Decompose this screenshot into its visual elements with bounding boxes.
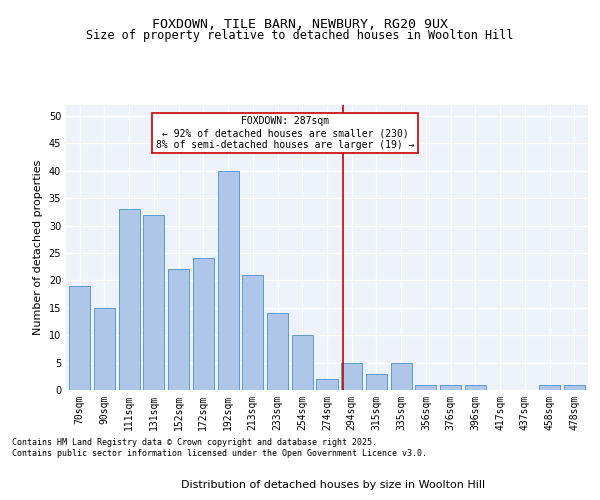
Bar [218,171,239,390]
Bar [168,270,189,390]
Bar [119,209,140,390]
Bar [193,258,214,390]
Bar [564,384,585,390]
Text: Size of property relative to detached houses in Woolton Hill: Size of property relative to detached ho… [86,29,514,42]
Bar [292,335,313,390]
Bar [316,379,338,390]
Bar [242,275,263,390]
Text: Contains HM Land Registry data © Crown copyright and database right 2025.
Contai: Contains HM Land Registry data © Crown c… [12,438,427,458]
Bar [267,314,288,390]
Bar [94,308,115,390]
Text: FOXDOWN: 287sqm
← 92% of detached houses are smaller (230)
8% of semi-detached h: FOXDOWN: 287sqm ← 92% of detached houses… [156,116,415,150]
Bar [143,214,164,390]
Bar [366,374,387,390]
Bar [341,362,362,390]
Bar [539,384,560,390]
Bar [415,384,436,390]
Bar [391,362,412,390]
Y-axis label: Number of detached properties: Number of detached properties [33,160,43,335]
Bar [440,384,461,390]
Bar [69,286,90,390]
Text: FOXDOWN, TILE BARN, NEWBURY, RG20 9UX: FOXDOWN, TILE BARN, NEWBURY, RG20 9UX [152,18,448,30]
Text: Distribution of detached houses by size in Woolton Hill: Distribution of detached houses by size … [181,480,485,490]
Bar [465,384,486,390]
